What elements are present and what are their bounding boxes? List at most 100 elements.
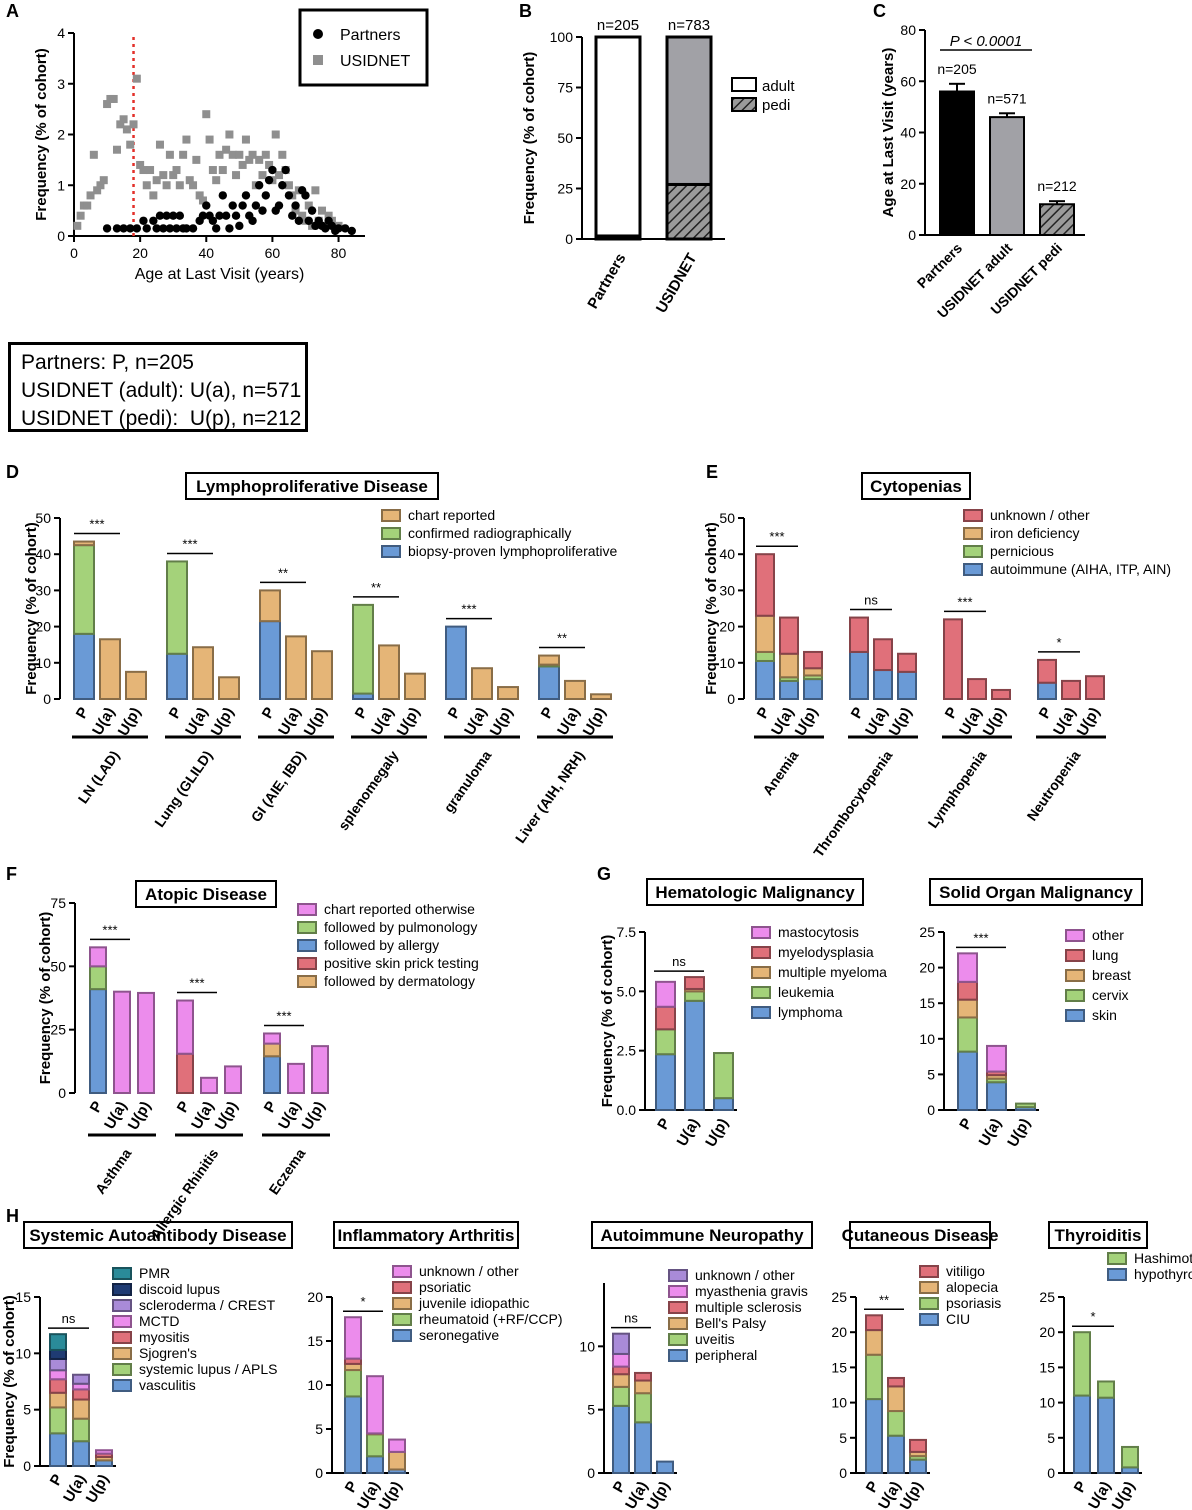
panel-h3-legend-entry: myasthenia gravis [695, 1283, 808, 1299]
panel-a-usidnet-point [83, 201, 92, 210]
panel-h3-bar-segment-unk [612, 1332, 630, 1355]
panel-h3-title-box [591, 1221, 813, 1249]
panel-a-partners-point [301, 191, 310, 200]
panel-b-y-tick-label: 75 [557, 80, 573, 96]
panel-a-usidnet-point [169, 171, 178, 180]
panel-h3-bar-segment-ms [634, 1371, 652, 1382]
panel-a-usidnet-point [89, 150, 98, 159]
panel-h5-bar-segment-hash [1121, 1445, 1139, 1469]
panel-h2-bar-segment-jia [388, 1450, 406, 1471]
panel-d-bar-segment-chart [538, 654, 560, 666]
panel-e-group-label: Thrombocytopenia [810, 747, 896, 860]
panel-a-legend-usidnet-marker [313, 55, 323, 65]
panel-f-bar-segment-chart [224, 1065, 242, 1095]
panel-h2-bar-segment-unk [366, 1375, 384, 1435]
panel-h5-title: Thyroiditis [1055, 1226, 1142, 1245]
panel-h3-bar-segment-peri [656, 1460, 674, 1474]
panel-a-partners-point [225, 224, 234, 233]
panel-a-partners-point [159, 224, 168, 233]
panel-f-bar-segment-chart [137, 991, 155, 1095]
panel-a-usidnet-point [208, 166, 217, 175]
panel-c-bar [1039, 203, 1075, 236]
panel-h2-bar-segment-sero [344, 1395, 362, 1474]
panel-h1-legend-entry: MCTD [139, 1313, 179, 1329]
panel-h5-y-tick-label: 20 [1039, 1324, 1055, 1340]
panel-h3-bar-segment-uve [634, 1392, 652, 1424]
panel-h5-title-box [1048, 1221, 1148, 1249]
panel-h3-y-tick-label: 10 [579, 1338, 595, 1354]
panel-h1-legend-swatch [112, 1363, 132, 1376]
cohort-legend-partners: Partners: P, n=205 [21, 351, 194, 374]
panel-e-y-tick-label: 0 [727, 691, 735, 707]
panel-d-significance-label: ** [371, 580, 381, 595]
panel-a-partners-point [251, 201, 261, 210]
panel-d-bar-label: U(p) [301, 705, 331, 739]
panel-h5-bar-label: P [1071, 1479, 1091, 1496]
panel-e-legend-entry: unknown / other [990, 507, 1090, 523]
panel-e-bar-segment-unknown [849, 616, 869, 653]
panel-a-partners-point [288, 211, 297, 220]
panel-d-significance-label: *** [89, 517, 104, 532]
panel-d-bar-label: P [445, 705, 465, 722]
panel-d-y-label: Frequency (% of cohort) [23, 522, 40, 695]
panel-h1-y-tick-label: 0 [23, 1458, 31, 1474]
panel-d-bar-label: U(a) [554, 705, 583, 739]
panel-c-y-tick-label: 40 [900, 125, 916, 141]
panel-g1-bar-label: U(p) [702, 1116, 732, 1150]
panel-c-pvalue: P < 0.0001 [950, 33, 1022, 50]
panel-d-bar-label: P [166, 705, 186, 722]
panel-f-significance-label: *** [189, 976, 204, 991]
panel-a-partners-point [139, 216, 148, 225]
panel-a-usidnet-point [132, 74, 141, 83]
panel-a-partners-point [112, 224, 122, 233]
panel-h1-bar-segment-pmr [49, 1333, 67, 1351]
panel-f-legend-swatch [297, 957, 317, 970]
panel-e-bar-segment-auto [873, 669, 893, 700]
panel-h4-significance-label: ** [879, 1292, 889, 1307]
panel-h1-bar-segment-myo [49, 1378, 67, 1394]
panel-a-usidnet-point [96, 181, 105, 190]
panel-e-bar-label: U(a) [862, 705, 891, 739]
panel-g2-y-tick-label: 15 [919, 995, 935, 1011]
panel-c-n-label: n=571 [987, 90, 1027, 106]
panel-h1-legend-entry: discoid lupus [139, 1281, 220, 1297]
panel-a-partners-point [169, 211, 178, 220]
panel-b-y-tick-label: 25 [557, 181, 573, 197]
panel-a-usidnet-point [232, 171, 241, 180]
panel-b-y-label: Frequency (% of cohort) [521, 52, 538, 225]
panel-a-usidnet-point [225, 130, 234, 139]
panel-h2-bar-segment-unk [388, 1438, 406, 1453]
panel-f-title-box [135, 880, 277, 908]
panel-h5-legend-entry: hypothyroid [1134, 1266, 1192, 1282]
panel-b-n-label: n=783 [668, 17, 710, 34]
panel-h3-bar-segment-mg [612, 1352, 630, 1368]
panel-a-usidnet-point [215, 150, 224, 159]
panel-h4-title: Cutaneous Disease [842, 1226, 999, 1245]
panel-d-y-tick-label: 40 [35, 546, 51, 562]
panel-h5-y-tick-label: 15 [1039, 1359, 1055, 1375]
panel-letter-g: G [597, 864, 611, 884]
panel-letter-b: B [519, 1, 532, 21]
panel-h3-legend-swatch [668, 1301, 688, 1314]
panel-e-legend-entry: iron deficiency [990, 525, 1080, 541]
panel-h3-bar-segment-peri [634, 1421, 652, 1475]
panel-a-partners-point [211, 224, 221, 233]
panel-a-legend-partners-marker [313, 29, 323, 39]
panel-f-legend-entry: positive skin prick testing [324, 955, 479, 971]
panel-g1-significance-label: ns [672, 954, 686, 969]
panel-a-partners-point [274, 201, 284, 210]
panel-b-legend-pedi-swatch [731, 97, 757, 112]
panel-d-bar-segment-biopsy [166, 652, 188, 700]
panel-h5-bar-segment-hypo [1073, 1394, 1091, 1475]
panel-h4-y-tick-label: 5 [839, 1430, 847, 1446]
panel-g2-bar-label: P [956, 1116, 976, 1133]
panel-a-partners-point [258, 206, 267, 215]
panel-a-usidnet-point [212, 176, 221, 185]
panel-a-usidnet-point [179, 150, 188, 159]
panel-d-bar-segment-biopsy [73, 632, 95, 701]
panel-e-bar-label: U(p) [980, 705, 1010, 739]
panel-e-bar-segment-iron [779, 652, 799, 679]
panel-h3-legend-swatch [668, 1349, 688, 1362]
panel-a-usidnet-point [172, 166, 181, 175]
panel-h4-legend-entry: CIU [946, 1311, 970, 1327]
